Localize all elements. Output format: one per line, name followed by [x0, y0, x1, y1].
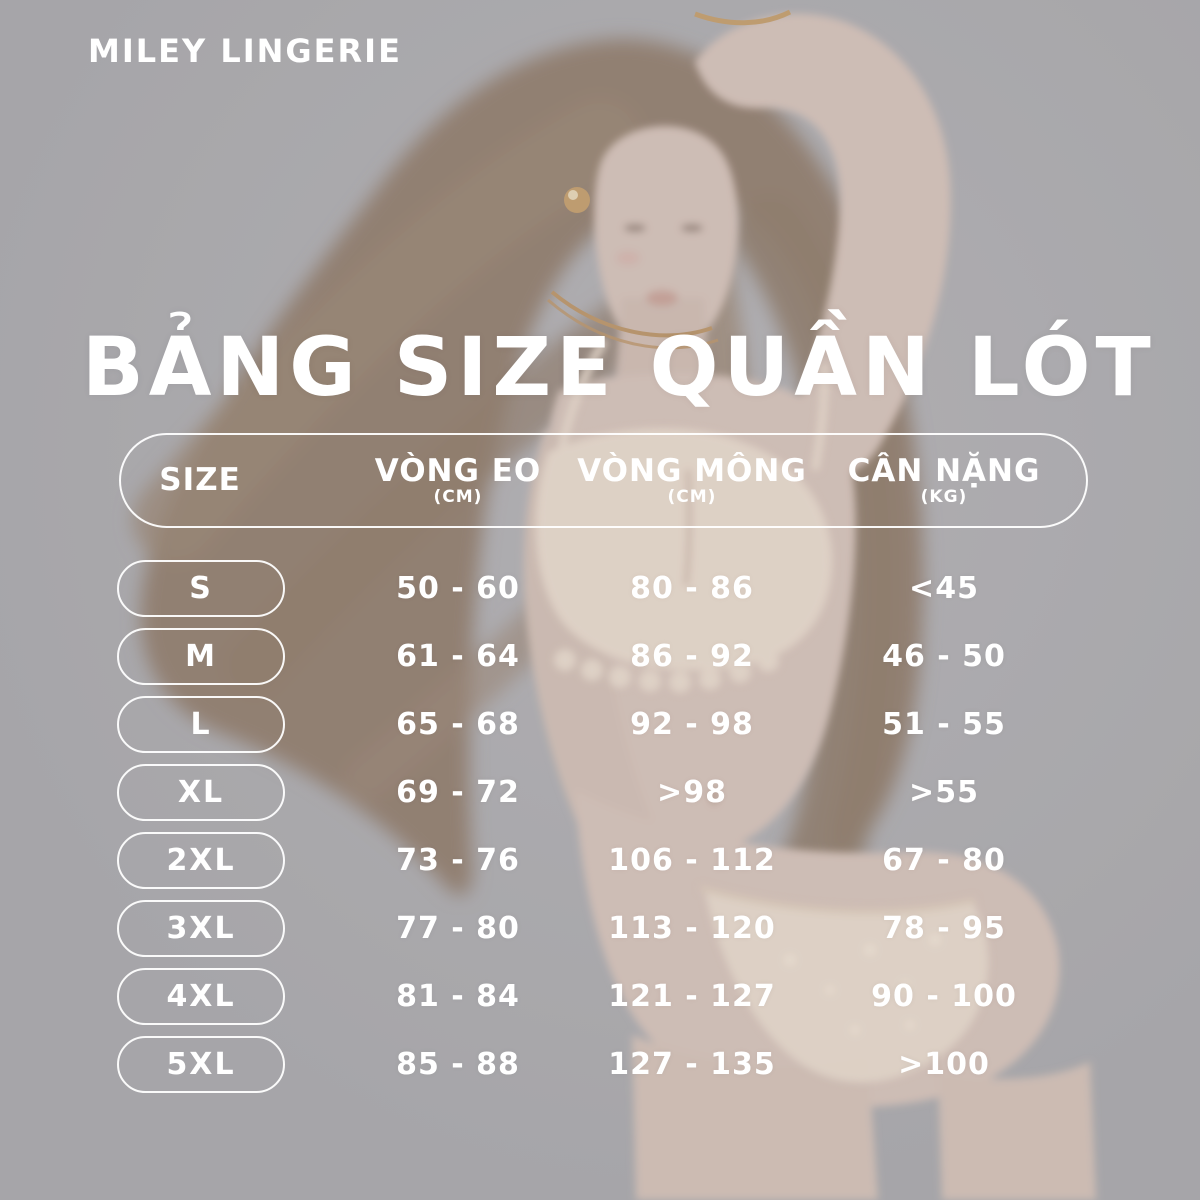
- waist-value: 77 - 80: [396, 911, 520, 946]
- table-header-outline: [119, 433, 1088, 528]
- necklace: [550, 290, 713, 338]
- hip-value: 92 - 98: [630, 707, 754, 742]
- column-header-weight: CÂN NẶNG (KG): [848, 433, 1041, 528]
- hip-value: 121 - 127: [608, 979, 776, 1014]
- waist-value: 73 - 76: [396, 843, 520, 878]
- hip-value: 113 - 120: [608, 911, 776, 946]
- bra: [535, 428, 833, 671]
- table-row: M 61 - 64 86 - 92 46 - 50: [0, 628, 1200, 685]
- size-pill: 2XL: [117, 832, 285, 889]
- column-header-label: SIZE: [159, 462, 241, 499]
- size-pill: S: [117, 560, 285, 617]
- weight-value: 78 - 95: [882, 911, 1006, 946]
- table-row: 3XL 77 - 80 113 - 120 78 - 95: [0, 900, 1200, 957]
- column-header-unit: (CM): [667, 487, 717, 508]
- waist-value: 69 - 72: [396, 775, 520, 810]
- column-header-unit: (KG): [920, 487, 968, 508]
- hip-value: 106 - 112: [608, 843, 776, 878]
- size-pill: L: [117, 696, 285, 753]
- size-pill: 5XL: [117, 1036, 285, 1093]
- waist-value: 61 - 64: [396, 639, 520, 674]
- column-header-size: SIZE: [159, 433, 241, 528]
- size-table: S 50 - 60 80 - 86 <45 M 61 - 64 86 - 92 …: [0, 560, 1200, 1104]
- table-row: XL 69 - 72 >98 >55: [0, 764, 1200, 821]
- hip-value: 127 - 135: [608, 1047, 776, 1082]
- model-lingerie: [535, 337, 989, 1083]
- column-header-waist: VÒNG EO (CM): [375, 433, 542, 528]
- bracelet: [694, 9, 792, 26]
- column-header-label: CÂN NẶNG: [847, 453, 1041, 490]
- weight-value: >55: [909, 775, 979, 810]
- size-pill: XL: [117, 764, 285, 821]
- weight-value: <45: [909, 571, 979, 606]
- table-row: 2XL 73 - 76 106 - 112 67 - 80: [0, 832, 1200, 889]
- weight-value: 51 - 55: [882, 707, 1006, 742]
- column-header-label: VÒNG MÔNG: [577, 453, 807, 490]
- waist-value: 50 - 60: [396, 571, 520, 606]
- column-header-hip: VÒNG MÔNG (CM): [577, 433, 807, 528]
- size-pill: 3XL: [117, 900, 285, 957]
- waist-value: 85 - 88: [396, 1047, 520, 1082]
- page-title: BẢNG SIZE QUẦN LÓT: [82, 321, 1156, 415]
- column-header-unit: (CM): [433, 487, 483, 508]
- weight-value: 90 - 100: [871, 979, 1017, 1014]
- brand-logo: MILEY LINGERIE: [88, 32, 402, 70]
- column-header-label: VÒNG EO: [374, 453, 542, 490]
- table-row: 4XL 81 - 84 121 - 127 90 - 100: [0, 968, 1200, 1025]
- hip-value: 86 - 92: [630, 639, 754, 674]
- hip-value: 80 - 86: [630, 571, 754, 606]
- jewelry: [547, 9, 792, 350]
- hip-value: >98: [657, 775, 727, 810]
- weight-value: >100: [898, 1047, 990, 1082]
- navel: [709, 787, 719, 805]
- table-row: S 50 - 60 80 - 86 <45: [0, 560, 1200, 617]
- size-pill: M: [117, 628, 285, 685]
- size-pill: 4XL: [117, 968, 285, 1025]
- table-row: 5XL 85 - 88 127 - 135 >100: [0, 1036, 1200, 1093]
- table-row: L 65 - 68 92 - 98 51 - 55: [0, 696, 1200, 753]
- waist-value: 81 - 84: [396, 979, 520, 1014]
- panties: [705, 892, 989, 1083]
- weight-value: 46 - 50: [882, 639, 1006, 674]
- waist-value: 65 - 68: [396, 707, 520, 742]
- weight-value: 67 - 80: [882, 843, 1006, 878]
